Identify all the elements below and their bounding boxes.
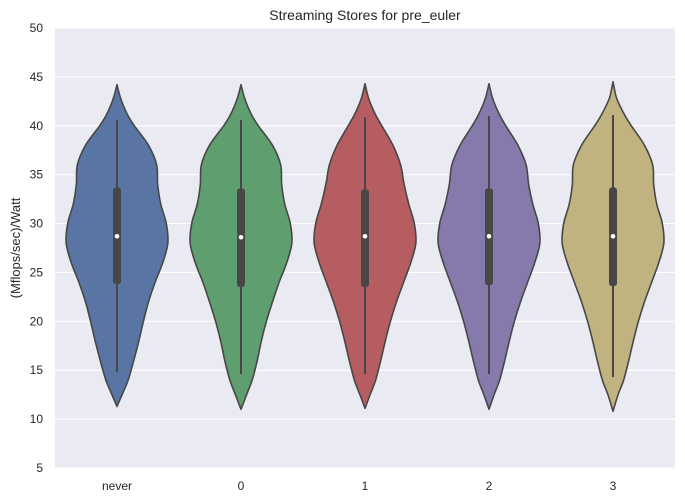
median-dot [486, 233, 492, 239]
y-tick-label: 25 [30, 265, 44, 279]
median-dot [362, 233, 368, 239]
violin-3 [561, 80, 665, 413]
violin-1 [313, 82, 417, 410]
chart-title: Streaming Stores for pre_euler [269, 7, 461, 23]
y-tick-label: 30 [30, 217, 44, 231]
x-tick-label: 2 [486, 479, 493, 493]
y-tick-label: 40 [30, 119, 44, 133]
y-tick-label: 20 [30, 314, 44, 328]
x-tick-label: never [102, 479, 132, 493]
x-tick-label: 1 [362, 479, 369, 493]
x-tick-labels: never 0 1 2 3 [102, 479, 617, 493]
y-tick-label: 45 [30, 70, 44, 84]
median-dot [114, 233, 120, 239]
y-tick-label: 10 [30, 412, 44, 426]
y-tick-label: 5 [36, 461, 43, 475]
y-axis-label: (Mflops/sec)/Watt [8, 197, 23, 298]
y-tick-label: 15 [30, 363, 44, 377]
x-tick-label: 3 [610, 479, 617, 493]
y-tick-labels: 5 10 15 20 25 30 35 40 45 50 [30, 21, 44, 475]
violin-0 [189, 83, 293, 411]
median-dot [610, 233, 616, 239]
violins [65, 80, 665, 413]
violin-2 [437, 82, 541, 411]
x-tick-label: 0 [238, 479, 245, 493]
median-dot [238, 234, 244, 240]
y-tick-label: 50 [30, 21, 44, 35]
violin-never [65, 83, 169, 408]
y-tick-label: 35 [30, 168, 44, 182]
